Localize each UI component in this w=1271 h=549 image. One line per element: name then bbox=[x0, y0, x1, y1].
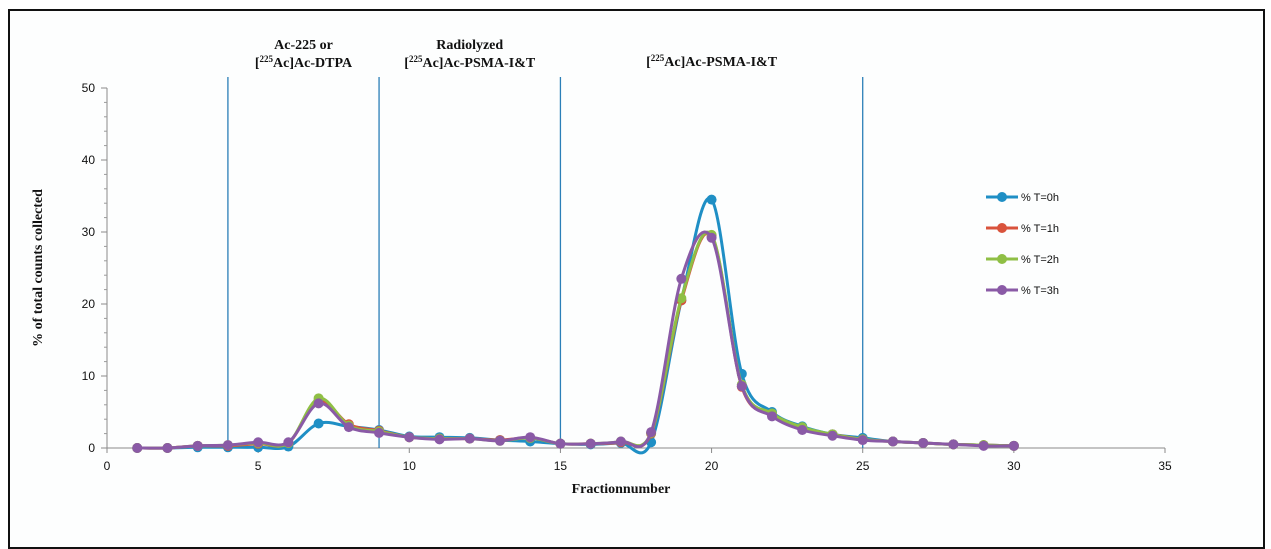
data-point bbox=[313, 418, 324, 429]
x-axis-title: Fractionnumber bbox=[572, 482, 671, 497]
x-tick-label: 0 bbox=[104, 459, 111, 473]
series-group bbox=[132, 230, 1019, 453]
data-point bbox=[555, 438, 566, 449]
data-point bbox=[162, 443, 173, 453]
data-point bbox=[253, 437, 264, 448]
x-tick-label: 15 bbox=[554, 459, 568, 473]
chart-frame: 0 10 20 30 40 50 0 5 10 15 20 25 30 35 Ac-225 or [225A… bbox=[8, 9, 1265, 549]
legend-swatch-marker bbox=[997, 254, 1007, 264]
region-label: [225Ac]Ac-PSMA-I&T bbox=[404, 54, 536, 71]
data-point bbox=[585, 438, 596, 449]
data-point bbox=[646, 427, 657, 438]
data-point bbox=[676, 293, 687, 304]
data-point bbox=[494, 435, 505, 446]
data-point bbox=[978, 440, 989, 451]
region-labels: Ac-225 or[225Ac]Ac-DTPARadiolyzed[225Ac]… bbox=[255, 38, 778, 71]
data-point bbox=[192, 440, 203, 451]
series-line bbox=[137, 230, 1014, 450]
data-point bbox=[767, 411, 778, 422]
x-tick-label: 5 bbox=[255, 459, 262, 473]
data-point bbox=[948, 439, 959, 450]
x-tick-label: 30 bbox=[1007, 459, 1021, 473]
data-point bbox=[313, 398, 324, 409]
data-point bbox=[404, 432, 415, 443]
y-tick-label: 10 bbox=[82, 369, 96, 383]
x-tick-label: 10 bbox=[403, 459, 417, 473]
legend-swatch-marker bbox=[997, 223, 1007, 233]
data-point bbox=[706, 194, 717, 205]
x-tick-label: 25 bbox=[856, 459, 870, 473]
data-point bbox=[918, 437, 929, 448]
region-label: Radiolyzed bbox=[436, 38, 503, 53]
legend-label: % T=2h bbox=[1021, 254, 1059, 266]
y-tick-label: 20 bbox=[82, 297, 96, 311]
x-tick-label: 35 bbox=[1158, 459, 1172, 473]
data-point bbox=[132, 443, 143, 453]
data-point bbox=[343, 422, 354, 433]
y-tick-label: 40 bbox=[82, 153, 96, 167]
data-point bbox=[736, 381, 747, 392]
data-point bbox=[887, 436, 898, 447]
region-dividers bbox=[227, 77, 864, 448]
region-label: [225Ac]Ac-PSMA-I&T bbox=[646, 53, 778, 70]
data-point bbox=[827, 430, 838, 441]
legend-label: % T=0h bbox=[1021, 192, 1059, 204]
data-point bbox=[1008, 440, 1019, 451]
series-line bbox=[137, 231, 1014, 450]
data-point bbox=[857, 435, 868, 446]
data-point bbox=[283, 437, 294, 448]
series-group bbox=[132, 194, 1019, 455]
data-point bbox=[222, 440, 233, 451]
data-point bbox=[706, 232, 717, 243]
y-tick-label: 30 bbox=[82, 225, 96, 239]
data-point bbox=[434, 434, 445, 445]
series-line bbox=[137, 196, 1014, 455]
legend-swatch-marker bbox=[997, 285, 1007, 295]
legend: % T=0h % T=1h % T=2h % T=3h bbox=[986, 192, 1059, 297]
data-point bbox=[464, 433, 475, 444]
series-group bbox=[132, 230, 1019, 453]
data-point bbox=[676, 273, 687, 284]
x-tick-label: 20 bbox=[705, 459, 719, 473]
data-point bbox=[374, 427, 385, 438]
series-lines bbox=[132, 194, 1019, 455]
legend-label: % T=3h bbox=[1021, 285, 1059, 297]
legend-label: % T=1h bbox=[1021, 223, 1059, 235]
series-line bbox=[137, 230, 1014, 450]
region-label: Ac-225 or bbox=[274, 38, 333, 53]
axes: 0 10 20 30 40 50 0 5 10 15 20 25 30 35 bbox=[82, 81, 1172, 473]
y-axis-title: % of total counts collected bbox=[31, 189, 46, 347]
y-tick-label: 0 bbox=[88, 441, 95, 455]
data-point bbox=[525, 432, 536, 443]
legend-swatch-marker bbox=[997, 192, 1007, 202]
data-point bbox=[615, 436, 626, 447]
y-tick-label: 50 bbox=[82, 81, 96, 95]
data-point bbox=[797, 425, 808, 435]
region-label: [225Ac]Ac-DTPA bbox=[255, 54, 353, 71]
series-group bbox=[132, 229, 1019, 453]
